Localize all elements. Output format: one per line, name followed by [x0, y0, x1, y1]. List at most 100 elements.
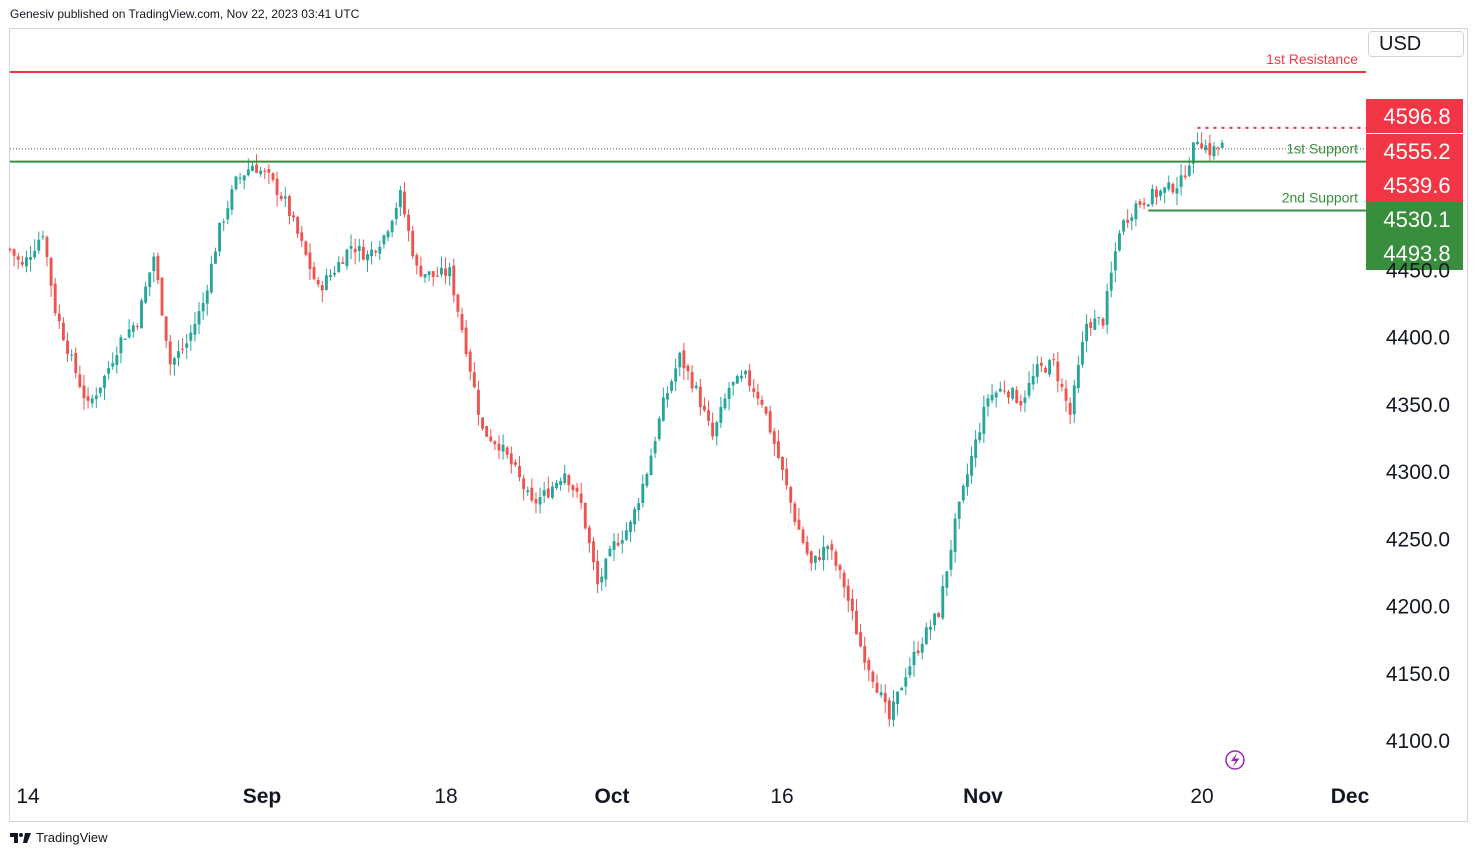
candle-body: [230, 189, 234, 210]
candle-body: [1035, 364, 1039, 377]
tradingview-logo-icon: [10, 832, 31, 843]
candle-body: [1109, 272, 1113, 291]
candle-body: [1196, 141, 1199, 145]
candle-body: [674, 368, 678, 382]
publisher-info: Genesiv published on TradingView.com, No…: [10, 7, 360, 21]
candle-body: [711, 422, 715, 437]
candle-body: [924, 627, 928, 645]
lightning-icon[interactable]: [1225, 750, 1245, 770]
candle: [505, 445, 509, 459]
candle: [949, 539, 953, 577]
candle-body: [501, 444, 505, 452]
candle-body: [1212, 146, 1216, 157]
candle-body: [1093, 318, 1097, 330]
candle: [123, 338, 127, 341]
candle-body: [871, 671, 875, 682]
candle-body: [456, 294, 460, 312]
level-name-label: 1st Resistance: [1266, 51, 1358, 67]
candle-body: [937, 613, 941, 617]
candle-body: [444, 268, 448, 276]
candle-body: [641, 483, 645, 504]
candle: [226, 200, 230, 225]
candle: [279, 191, 283, 202]
candle: [809, 550, 813, 571]
candle: [871, 669, 875, 689]
candle-body: [57, 313, 61, 322]
candle-body: [386, 231, 390, 238]
price-tag-text: 4493.8: [1383, 241, 1450, 266]
candle: [1044, 365, 1047, 374]
candle-body: [690, 372, 694, 389]
candle-body: [123, 339, 127, 341]
candle: [263, 167, 267, 180]
candle-body: [715, 422, 719, 437]
candle: [1191, 142, 1195, 174]
candle: [440, 256, 443, 278]
candle: [324, 268, 328, 291]
price-tag-bg: [1366, 168, 1463, 202]
currency-selector[interactable]: USD: [1368, 31, 1464, 57]
candle: [1027, 371, 1031, 399]
candle: [382, 234, 386, 249]
candle-body: [300, 232, 304, 241]
candle: [978, 422, 982, 444]
candle-body: [263, 170, 267, 172]
candle: [148, 272, 152, 297]
candle: [230, 185, 234, 215]
candle: [530, 478, 534, 503]
levels-layer: 1st Resistance 4596.8 4555.2 4539.6 1st Supp…: [10, 51, 1463, 270]
candle-body: [374, 250, 378, 253]
candle-body: [850, 598, 854, 611]
candle: [29, 245, 32, 272]
candle: [620, 530, 624, 554]
price-tag: 4596.8: [1366, 99, 1463, 133]
candle-body: [670, 381, 674, 391]
candle-body: [1122, 220, 1126, 232]
candle-body: [33, 250, 37, 258]
candle-body: [567, 475, 571, 486]
candle: [1081, 331, 1084, 368]
candle-body: [744, 370, 747, 375]
candle-body: [752, 388, 756, 393]
candle: [583, 502, 587, 530]
candle: [37, 231, 41, 254]
candle-body: [945, 571, 949, 588]
candle: [193, 312, 197, 342]
candle: [419, 256, 423, 278]
candle: [637, 497, 641, 522]
candle-body: [329, 274, 332, 278]
candle: [1142, 197, 1146, 210]
candle-body: [24, 257, 28, 267]
candle-body: [1113, 251, 1117, 271]
candle: [41, 230, 45, 240]
candle-body: [131, 325, 135, 332]
candle: [731, 381, 735, 396]
candle-body: [201, 302, 205, 312]
candle-body: [793, 503, 797, 522]
candle: [160, 276, 164, 317]
candle-body: [518, 465, 521, 478]
candle-body: [341, 262, 345, 264]
candle-body: [813, 555, 817, 563]
candle-body: [250, 165, 254, 171]
candle: [1171, 182, 1175, 195]
candle: [415, 252, 419, 275]
candle-body: [855, 610, 858, 635]
candle: [345, 248, 349, 270]
candle: [752, 378, 756, 398]
candle-body: [842, 572, 846, 588]
candle-body: [148, 272, 152, 287]
candle-body: [1220, 142, 1224, 148]
candle: [793, 501, 797, 526]
candle-body: [978, 432, 982, 441]
candle-body: [316, 279, 320, 285]
price-tag-text: 4555.2: [1383, 139, 1450, 164]
candle: [986, 393, 990, 417]
candle: [559, 477, 563, 491]
candle: [579, 482, 583, 510]
candle: [785, 457, 789, 490]
candle-body: [900, 687, 904, 691]
candle: [649, 448, 653, 476]
candle-body: [818, 557, 821, 561]
